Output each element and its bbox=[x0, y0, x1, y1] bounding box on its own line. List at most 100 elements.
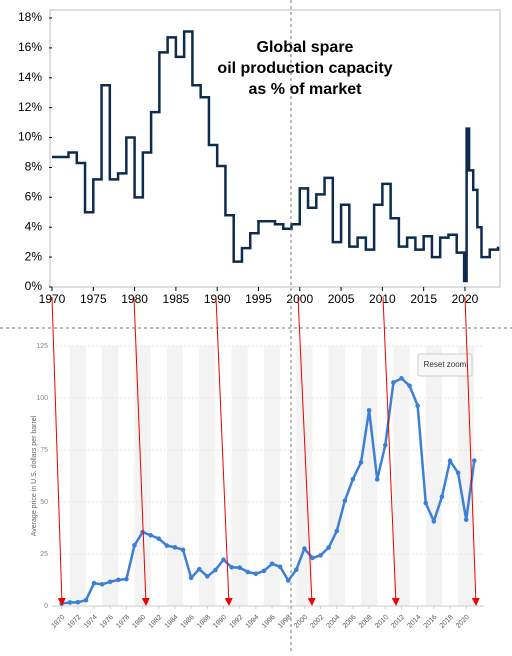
point bbox=[91, 580, 97, 586]
point bbox=[75, 599, 81, 605]
point bbox=[83, 597, 89, 603]
point bbox=[407, 383, 412, 389]
point bbox=[294, 567, 299, 573]
x-tick-label: 1998 bbox=[277, 614, 293, 630]
point bbox=[334, 528, 340, 534]
point bbox=[261, 568, 267, 574]
y-tick-label: 12% bbox=[18, 100, 42, 114]
point bbox=[318, 553, 323, 558]
point bbox=[447, 458, 453, 464]
y-tick-label: 25 bbox=[40, 551, 48, 558]
chart-top: 0%2%4%6%8%10%12%14%16%18%1970 1975 1980 198… bbox=[18, 10, 500, 306]
x-tick-label: 2000 bbox=[286, 292, 313, 306]
point bbox=[164, 543, 170, 548]
point bbox=[277, 564, 283, 570]
x-tick-label: 1992 bbox=[228, 614, 244, 630]
band bbox=[263, 346, 281, 606]
y-tick-label: 75 bbox=[40, 447, 48, 454]
point bbox=[463, 517, 469, 523]
frame bbox=[49, 9, 501, 288]
point bbox=[229, 564, 234, 570]
band bbox=[296, 346, 313, 606]
point bbox=[285, 578, 291, 583]
point bbox=[221, 557, 226, 562]
y-tick-label: 0% bbox=[25, 279, 43, 293]
y-tick-label: 18% bbox=[18, 10, 42, 24]
y-tick-label: 125 bbox=[36, 343, 48, 350]
point bbox=[326, 545, 331, 550]
y-tick-label: 50 bbox=[40, 499, 48, 506]
x-tick-label: 1982 bbox=[148, 614, 164, 630]
x-tick-label: 2005 bbox=[328, 292, 355, 306]
x-tick-label: 1980 bbox=[131, 614, 147, 630]
point bbox=[132, 542, 137, 548]
chart-title: as % of market bbox=[249, 81, 363, 98]
band bbox=[458, 346, 475, 606]
point bbox=[205, 574, 210, 579]
point bbox=[237, 565, 242, 570]
x-tick-label: 1996 bbox=[261, 614, 277, 630]
x-tick-label: 1988 bbox=[196, 614, 212, 630]
x-tick-label: 2010 bbox=[374, 614, 390, 630]
series-line bbox=[52, 30, 500, 283]
x-tick-label: 1985 bbox=[163, 292, 190, 306]
x-tick-label: 1970 bbox=[50, 614, 66, 630]
x-tick-label: 1978 bbox=[115, 614, 131, 630]
x-tick-label: 2016 bbox=[423, 614, 439, 630]
point bbox=[423, 500, 429, 506]
point bbox=[99, 582, 105, 587]
point bbox=[350, 476, 356, 482]
point bbox=[391, 380, 396, 385]
band bbox=[102, 346, 119, 606]
x-tick-label: 1994 bbox=[245, 614, 261, 630]
y-tick-label: 10% bbox=[18, 130, 42, 144]
y-tick-label: 8% bbox=[25, 160, 43, 174]
point bbox=[358, 460, 364, 465]
x-tick-label: 2015 bbox=[410, 292, 437, 306]
series-line bbox=[61, 376, 476, 605]
x-tick-label: 2008 bbox=[358, 614, 374, 630]
point bbox=[471, 458, 477, 463]
x-tick-label: 2012 bbox=[390, 614, 406, 630]
y-tick-label: 0 bbox=[44, 603, 48, 610]
point bbox=[302, 546, 307, 551]
y-tick-label: 100 bbox=[36, 395, 48, 402]
y-tick-label: 14% bbox=[18, 70, 42, 84]
point bbox=[116, 577, 121, 583]
y-tick-label: 4% bbox=[25, 219, 43, 233]
x-tick-label: 2004 bbox=[326, 614, 342, 630]
chart-title: Global spare bbox=[257, 39, 354, 56]
band bbox=[199, 346, 216, 606]
x-tick-label: 2010 bbox=[369, 292, 396, 306]
point bbox=[399, 376, 404, 381]
x-tick-label: 2014 bbox=[406, 614, 422, 630]
point bbox=[439, 494, 445, 500]
x-tick-label: 1995 bbox=[245, 292, 272, 306]
point bbox=[366, 407, 372, 413]
y-tick-label: 16% bbox=[18, 40, 42, 54]
point bbox=[148, 532, 153, 538]
point bbox=[196, 566, 202, 572]
point bbox=[431, 518, 437, 524]
band bbox=[166, 346, 184, 606]
reset-zoom[interactable] bbox=[417, 353, 473, 377]
x-tick-label: 2020 bbox=[455, 614, 471, 630]
point bbox=[342, 498, 348, 504]
point bbox=[415, 403, 420, 409]
point bbox=[124, 576, 129, 582]
y-tick-label: 2% bbox=[25, 249, 43, 263]
x-tick-label: 1990 bbox=[212, 614, 228, 630]
y-tick-label: 6% bbox=[25, 190, 43, 204]
x-tick-label: 1984 bbox=[164, 614, 180, 630]
point bbox=[383, 442, 388, 448]
point bbox=[253, 571, 259, 576]
x-tick-label: 1976 bbox=[99, 614, 115, 630]
chart-title: oil production capacity bbox=[217, 60, 392, 77]
x-tick-label: 2000 bbox=[293, 614, 309, 630]
point bbox=[245, 569, 251, 575]
band bbox=[361, 346, 378, 606]
point bbox=[172, 545, 178, 550]
